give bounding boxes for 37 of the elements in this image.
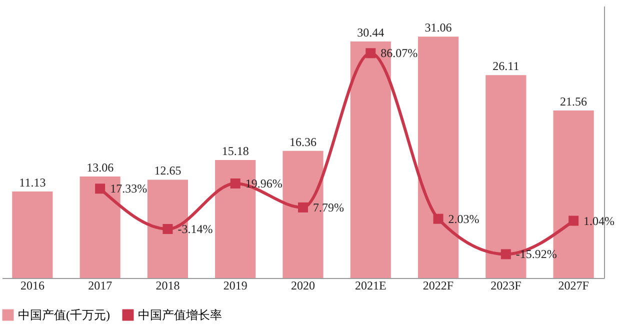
- data-label: 2.03%: [448, 212, 480, 226]
- point: [433, 214, 444, 224]
- point: [95, 184, 106, 194]
- point: [162, 224, 173, 234]
- data-label: 7.79%: [313, 200, 344, 214]
- legend-label: 中国产值(千万元): [18, 308, 110, 322]
- point: [298, 202, 308, 212]
- point: [230, 178, 240, 188]
- data-label: 12.65: [154, 164, 182, 178]
- x-tick-label: 2027F: [558, 278, 590, 292]
- data-label: 30.44: [357, 25, 384, 40]
- x-tick-label: 2016: [20, 278, 44, 292]
- data-label: 31.06: [424, 20, 452, 35]
- data-label: 26.11: [492, 59, 520, 74]
- point: [568, 216, 579, 226]
- data-label: 11.13: [19, 176, 46, 190]
- x-tick-label: 2021E: [354, 278, 386, 292]
- point: [366, 48, 376, 58]
- legend-label: 中国产值增长率: [138, 308, 222, 322]
- data-label: 19.96%: [245, 176, 282, 190]
- data-label: -3.14%: [178, 222, 213, 236]
- data-label: 17.33%: [110, 182, 148, 196]
- data-label: 21.56: [560, 94, 588, 108]
- x-tick-label: 2019: [223, 278, 248, 292]
- data-label: 15.18: [222, 144, 249, 158]
- point: [500, 249, 511, 260]
- x-tick-label: 2017: [88, 278, 112, 292]
- data-label: 1.04%: [584, 214, 615, 228]
- x-tick-label: 2022F: [422, 278, 454, 292]
- data-label: 13.06: [86, 160, 114, 175]
- x-tick-label: 2023F: [490, 278, 522, 292]
- data-label: 86.07%: [380, 46, 418, 60]
- x-tick-label: 2020: [291, 278, 315, 292]
- data-label: -15.92%: [516, 247, 557, 262]
- data-label: 16.36: [290, 134, 316, 149]
- x-tick-label: 2018: [156, 278, 180, 292]
- bar: [12, 192, 53, 278]
